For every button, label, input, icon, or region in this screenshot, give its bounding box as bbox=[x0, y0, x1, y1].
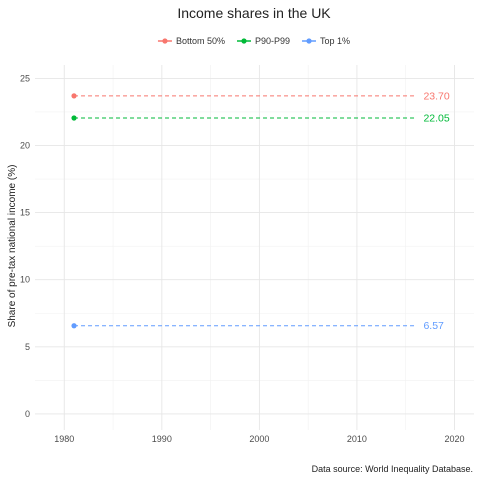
caption: Data source: World Inequality Database. bbox=[312, 464, 473, 474]
y-tick-label: 25 bbox=[20, 73, 30, 83]
series-layer: 23.70 22.05 6.57 bbox=[71, 90, 450, 332]
data-label-1: 22.05 bbox=[423, 113, 449, 125]
x-tick-label: 1990 bbox=[152, 434, 172, 444]
y-tick-label: 0 bbox=[25, 409, 30, 419]
legend-label-1: P90-P99 bbox=[255, 36, 290, 46]
data-label-2: 6.57 bbox=[423, 320, 444, 332]
legend: Bottom 50% P90-P99 Top 1% bbox=[157, 36, 350, 46]
x-tick-label: 2020 bbox=[444, 434, 464, 444]
legend-item-0: Bottom 50% bbox=[157, 36, 225, 46]
series-point-2 bbox=[71, 323, 77, 329]
legend-item-2: Top 1% bbox=[302, 36, 350, 46]
chart-title: Income shares in the UK bbox=[177, 5, 331, 21]
x-axis-ticks: 1980 1990 2000 2010 2020 bbox=[54, 434, 464, 444]
y-tick-label: 10 bbox=[20, 275, 30, 285]
legend-item-1: P90-P99 bbox=[236, 36, 290, 46]
y-tick-label: 20 bbox=[20, 141, 30, 151]
x-tick-label: 1980 bbox=[54, 434, 74, 444]
data-label-0: 23.70 bbox=[423, 90, 449, 102]
y-axis-title: Share of pre-tax national income (%) bbox=[7, 165, 18, 328]
series-point-1 bbox=[71, 115, 77, 121]
x-tick-label: 2010 bbox=[347, 434, 367, 444]
plot-area: 23.70 22.05 6.57 bbox=[35, 65, 474, 430]
y-axis-ticks: 0 5 10 15 20 25 bbox=[20, 73, 30, 418]
grid-minor bbox=[35, 65, 474, 430]
x-tick-label: 2000 bbox=[249, 434, 269, 444]
legend-label-2: Top 1% bbox=[320, 36, 350, 46]
y-tick-label: 15 bbox=[20, 208, 30, 218]
legend-key-point-1 bbox=[241, 38, 247, 44]
series-point-0 bbox=[71, 93, 77, 99]
legend-label-0: Bottom 50% bbox=[176, 36, 225, 46]
grid-major bbox=[35, 65, 474, 430]
y-tick-label: 5 bbox=[25, 342, 30, 352]
legend-key-point-0 bbox=[162, 38, 168, 44]
legend-key-point-2 bbox=[306, 38, 312, 44]
